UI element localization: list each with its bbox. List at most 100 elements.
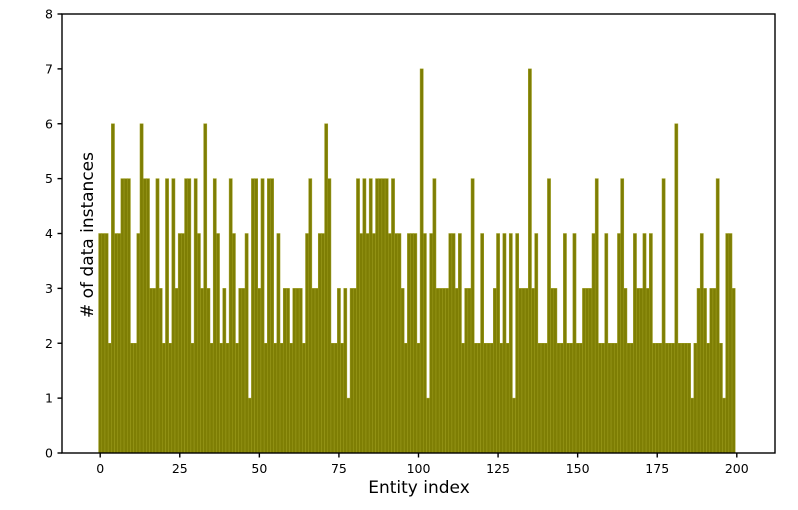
bar [152, 288, 157, 454]
y-tick-label: 1 [45, 391, 53, 406]
bar [629, 343, 634, 454]
bar [508, 233, 513, 454]
x-tick-label: 75 [331, 461, 347, 476]
bar [104, 233, 109, 454]
bar [486, 343, 491, 454]
bar [410, 233, 414, 454]
bar [193, 178, 198, 454]
bar [353, 288, 357, 454]
bar [419, 68, 424, 454]
bar [340, 343, 344, 454]
bar [171, 178, 176, 454]
bar [451, 233, 456, 454]
bar [458, 233, 462, 454]
bar [158, 288, 163, 454]
bar [130, 343, 134, 454]
bar [142, 178, 147, 454]
x-axis-label: Entity index [368, 478, 470, 498]
bar [445, 288, 449, 454]
bar [652, 343, 656, 454]
bar [375, 178, 379, 454]
bar [247, 397, 252, 454]
bar [725, 233, 730, 454]
bar [499, 343, 504, 454]
bar [534, 233, 539, 454]
bar [594, 178, 599, 454]
bar [483, 343, 488, 454]
x-tick-label: 100 [407, 461, 431, 476]
bar [550, 288, 555, 454]
bar [722, 397, 726, 454]
bar [728, 233, 733, 454]
bar [416, 343, 421, 454]
bar [566, 343, 570, 454]
bar [610, 343, 615, 454]
bar [537, 343, 542, 454]
bar [114, 233, 118, 454]
bar [448, 233, 453, 454]
bar [337, 288, 341, 454]
bar [263, 343, 268, 454]
bar [365, 233, 370, 454]
bar [359, 233, 364, 454]
bar [512, 397, 516, 454]
bar [442, 288, 446, 454]
y-tick-label: 8 [45, 7, 53, 22]
y-tick-label: 5 [45, 171, 53, 186]
x-tick-label: 175 [645, 461, 669, 476]
bar [413, 233, 418, 454]
bar [518, 288, 523, 454]
bar [614, 343, 618, 454]
bar [123, 178, 128, 454]
bar [540, 343, 545, 454]
bar [111, 123, 115, 454]
bar [203, 123, 208, 454]
bar [639, 288, 644, 454]
bar [496, 233, 500, 454]
bar [636, 288, 640, 454]
bar [470, 178, 475, 454]
bar [690, 397, 695, 454]
y-tick-label: 6 [45, 116, 53, 131]
bar [190, 343, 195, 454]
bar [146, 178, 150, 454]
x-tick-label: 200 [725, 461, 749, 476]
bar [225, 343, 230, 454]
bar [407, 233, 411, 454]
bar [591, 233, 596, 454]
bar [372, 233, 376, 454]
bar [489, 343, 494, 454]
bar [699, 233, 704, 454]
bar [273, 343, 278, 454]
bar [244, 233, 249, 454]
bar [680, 343, 685, 454]
bar [645, 288, 650, 454]
bar [184, 178, 188, 454]
bar [623, 288, 628, 454]
bar [633, 233, 637, 454]
bar [305, 233, 309, 454]
bar [502, 233, 507, 454]
y-axis-label: # of data instances [78, 152, 98, 319]
bar [168, 343, 173, 454]
bar [286, 288, 290, 454]
bar [575, 343, 580, 454]
bar [324, 123, 329, 454]
bar [254, 178, 259, 454]
bar [687, 343, 691, 454]
bar [664, 343, 669, 454]
bar [521, 288, 526, 454]
bar [292, 288, 297, 454]
bar [617, 233, 621, 454]
bar [206, 288, 211, 454]
bar [461, 343, 465, 454]
bar [330, 343, 335, 454]
x-tick-label: 150 [566, 461, 590, 476]
bar [302, 343, 306, 454]
bar [314, 288, 319, 454]
bar [464, 288, 469, 454]
bar [719, 343, 723, 454]
bar [563, 233, 567, 454]
